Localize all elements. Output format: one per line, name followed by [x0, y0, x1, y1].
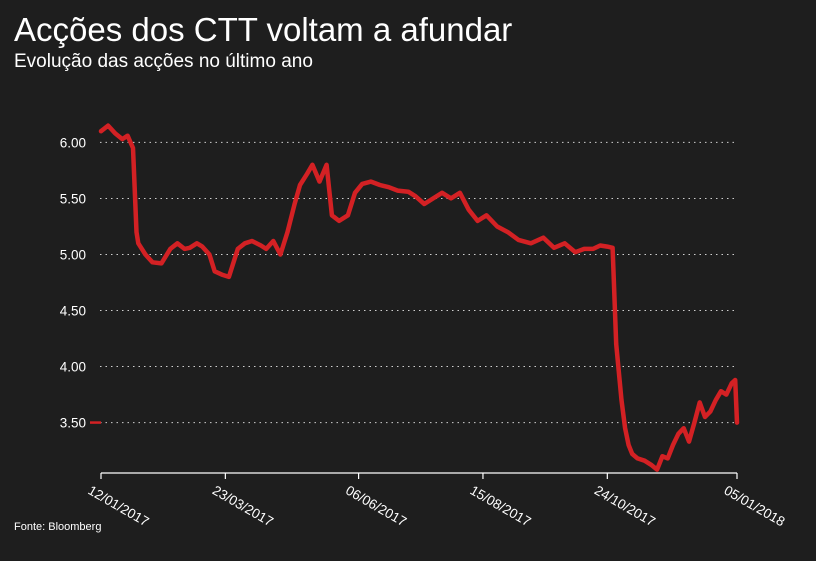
x-axis-ticks: 12/01/2017 23/03/2017 06/06/2017 15/08/2017… [86, 473, 788, 529]
x-tick-label: 24/10/2017 [592, 483, 658, 530]
gridlines [100, 141, 737, 424]
y-tick-label: 5.00 [60, 247, 86, 262]
y-tick-label: 5.50 [60, 191, 86, 206]
x-tick-label: 23/03/2017 [210, 483, 276, 530]
chart-subtitle: Evolução das acções no último ano [14, 51, 313, 72]
x-tick-label: 06/06/2017 [343, 483, 409, 530]
y-tick-label: 4.50 [60, 304, 86, 319]
source-note: Fonte: Bloomberg [14, 521, 101, 533]
chart-title: Acções dos CTT voltam a afundar [14, 11, 512, 48]
y-tick-label: 6.00 [60, 135, 86, 150]
x-tick-label: 05/01/2018 [722, 483, 788, 530]
x-tick-label: 15/08/2017 [467, 483, 533, 530]
y-tick-label: 4.00 [60, 360, 86, 375]
y-tick-label: 3.50 [60, 416, 86, 431]
y-axis-ticks: 6.00 5.50 5.00 4.50 4.00 3.50 [60, 135, 86, 430]
series-line-ctt [98, 123, 740, 472]
